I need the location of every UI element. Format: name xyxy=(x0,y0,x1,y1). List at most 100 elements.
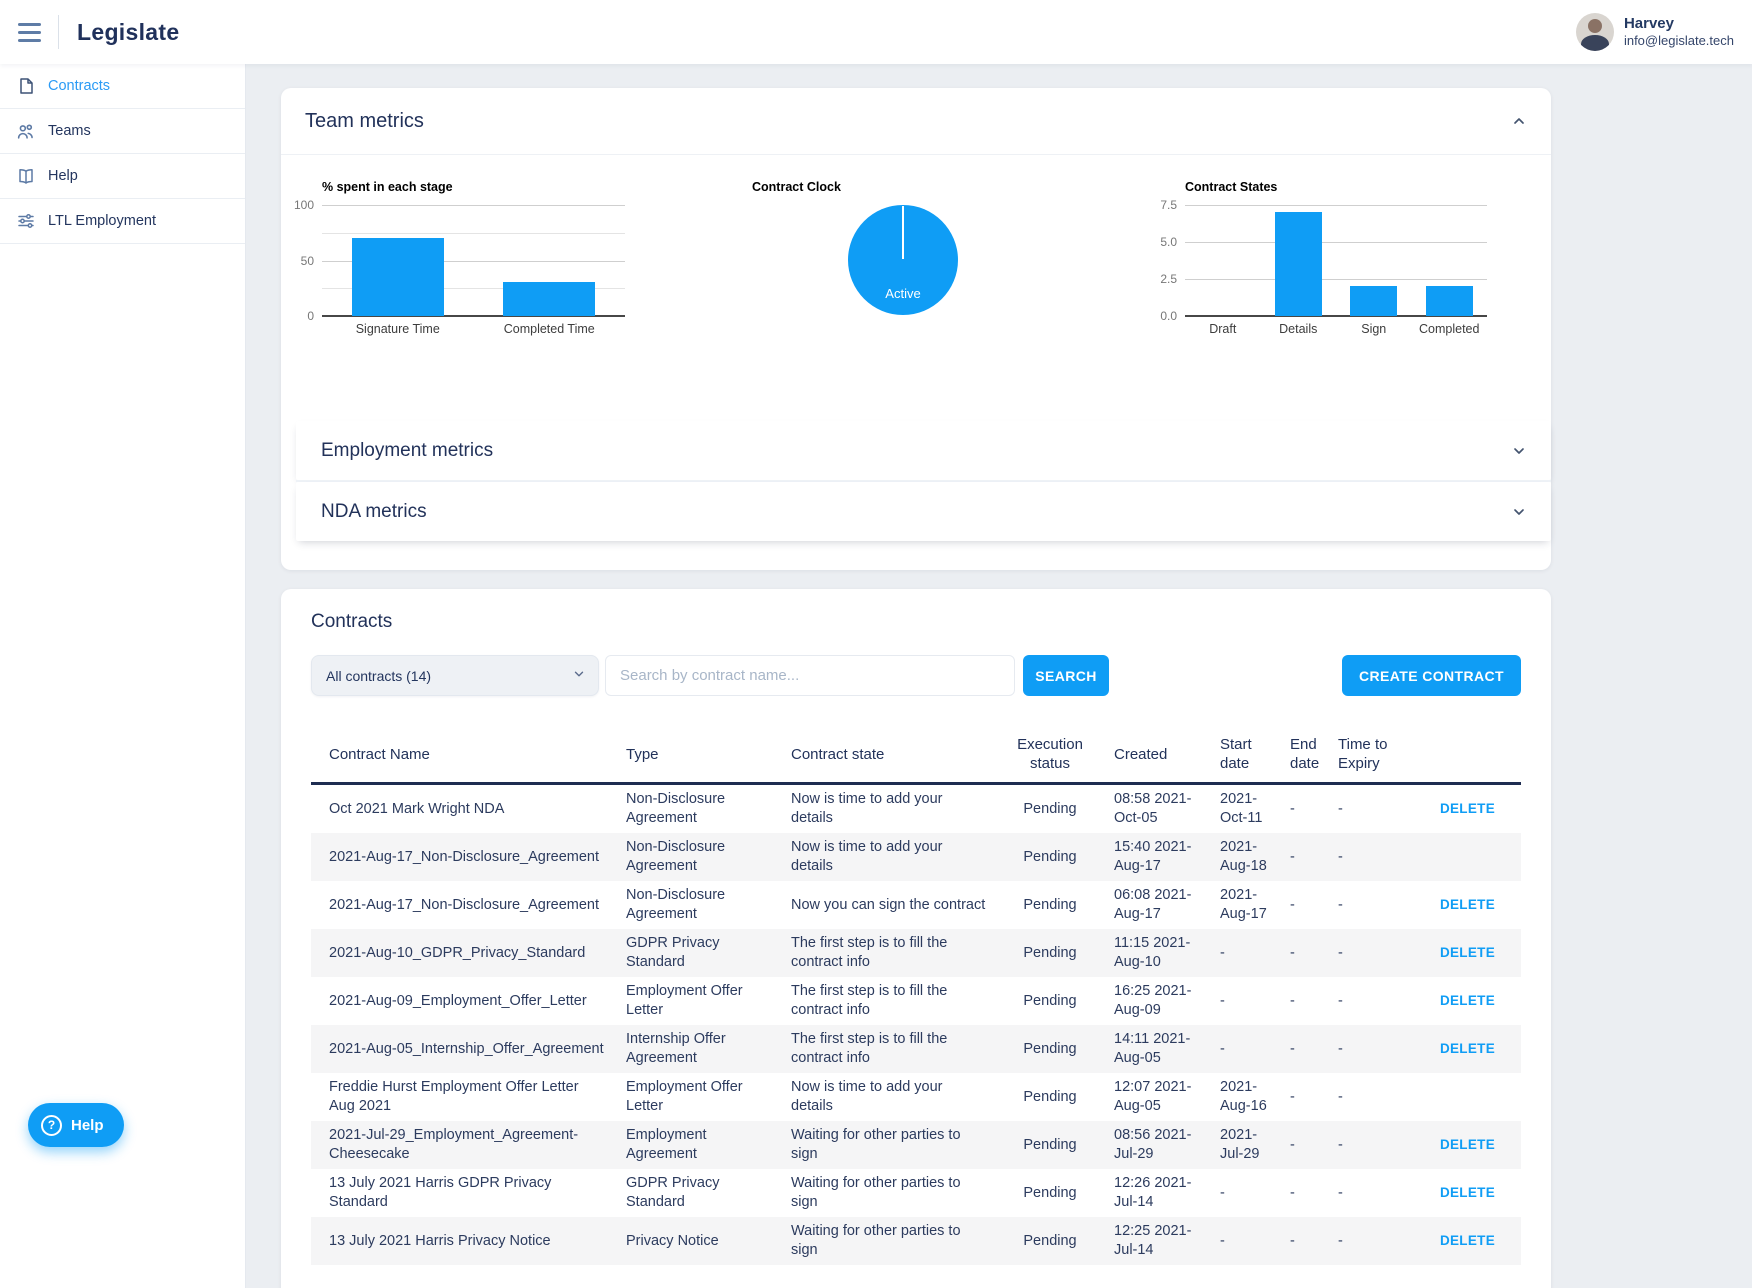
x-axis-label: Details xyxy=(1279,322,1318,336)
search-button[interactable]: SEARCH xyxy=(1023,655,1109,696)
sidebar-item-contracts[interactable]: Contracts xyxy=(0,64,245,109)
book-icon xyxy=(16,167,35,186)
table-row[interactable]: 2021-Aug-05_Internship_Offer_Agreement In… xyxy=(311,1025,1521,1073)
cell-execution-status: Pending xyxy=(1023,848,1077,865)
cell-end-date: - xyxy=(1290,896,1295,913)
sidebar-item-label: Teams xyxy=(48,123,91,139)
cell-contract-name: Freddie Hurst Employment Offer Letter Au… xyxy=(329,1079,579,1114)
x-axis-label: Draft xyxy=(1209,322,1237,336)
cell-time-to-expiry: - xyxy=(1338,1136,1343,1153)
column-header-contract-name: Contract Name xyxy=(311,726,616,785)
sliders-icon xyxy=(16,212,35,231)
table-row[interactable]: 2021-Aug-17_Non-Disclosure_Agreement Non-… xyxy=(311,881,1521,929)
employment-metrics-header[interactable]: Employment metrics xyxy=(296,421,1551,480)
bar xyxy=(503,281,596,316)
people-icon xyxy=(16,122,35,141)
cell-contract-name: 2021-Jul-29_Employment_Agreement-Cheesec… xyxy=(329,1127,579,1162)
pie-slice-label: Active xyxy=(885,286,921,301)
cell-time-to-expiry: - xyxy=(1338,800,1343,817)
y-axis-tick: 2.5 xyxy=(1160,272,1177,286)
delete-button[interactable]: DELETE xyxy=(1439,1185,1495,1200)
table-row[interactable]: 2021-Jul-29_Employment_Agreement-Cheesec… xyxy=(311,1121,1521,1169)
sidebar: Contracts Teams Help LTL Employment xyxy=(0,64,246,1288)
delete-button[interactable]: DELETE xyxy=(1439,945,1495,960)
table-row[interactable]: Freddie Hurst Employment Offer Letter Au… xyxy=(311,1073,1521,1121)
nda-metrics-header[interactable]: NDA metrics xyxy=(296,482,1551,541)
cell-time-to-expiry: - xyxy=(1338,944,1343,961)
create-contract-button[interactable]: CREATE CONTRACT xyxy=(1342,655,1521,696)
y-axis-tick: 0.0 xyxy=(1160,309,1177,323)
table-row[interactable]: 2021-Aug-10_GDPR_Privacy_Standard GDPR Pr… xyxy=(311,929,1521,977)
cell-created: 12:07 2021-Aug-05 xyxy=(1114,1079,1192,1114)
chart-contract-states: Contract States 7.5 5.0 2.5 0.0 Draft Details S… xyxy=(1121,155,1551,421)
delete-button[interactable]: DELETE xyxy=(1439,1233,1495,1248)
cell-start-date: 2021-Aug-16 xyxy=(1220,1079,1267,1114)
team-metrics-header[interactable]: Team metrics xyxy=(281,88,1551,154)
column-header-created: Created xyxy=(1104,726,1210,785)
contracts-table: Contract Name Type Contract state Execution… xyxy=(311,726,1521,1265)
y-axis-tick: 5.0 xyxy=(1160,235,1177,249)
delete-button[interactable]: DELETE xyxy=(1439,801,1495,816)
cell-created: 11:15 2021-Aug-10 xyxy=(1114,935,1191,970)
table-row[interactable]: 13 July 2021 Harris GDPR Privacy Standar… xyxy=(311,1169,1521,1217)
cell-created: 08:58 2021-Oct-05 xyxy=(1114,791,1192,826)
user-avatar[interactable] xyxy=(1575,13,1614,51)
x-axis-label: Completed xyxy=(1419,322,1480,336)
cell-contract-name: 2021-Aug-09_Employment_Offer_Letter xyxy=(329,992,587,1009)
hamburger-menu-icon[interactable] xyxy=(8,12,54,52)
divider xyxy=(296,480,1551,482)
cell-time-to-expiry: - xyxy=(1338,1040,1343,1057)
chevron-down-icon xyxy=(1511,504,1527,520)
table-row[interactable]: 2021-Aug-09_Employment_Offer_Letter Emplo… xyxy=(311,977,1521,1025)
table-row[interactable]: Oct 2021 Mark Wright NDA Non-Disclosure A… xyxy=(311,784,1521,834)
cell-start-date: - xyxy=(1220,1232,1225,1249)
cell-created: 08:56 2021-Jul-29 xyxy=(1114,1127,1192,1162)
cell-start-date: - xyxy=(1220,992,1225,1009)
sidebar-item-help[interactable]: Help xyxy=(0,154,245,199)
sidebar-item-label: LTL Employment xyxy=(48,213,156,229)
table-row[interactable]: 2021-Aug-17_Non-Disclosure_Agreement Non-… xyxy=(311,833,1521,881)
delete-button[interactable]: DELETE xyxy=(1439,897,1495,912)
cell-contract-state: The first step is to fill the contract i… xyxy=(791,1031,948,1066)
cell-start-date: - xyxy=(1220,1184,1225,1201)
search-input[interactable] xyxy=(605,655,1015,696)
gridline xyxy=(322,232,625,234)
cell-execution-status: Pending xyxy=(1023,1088,1077,1105)
cell-execution-status: Pending xyxy=(1023,1136,1077,1153)
cell-actions: DELETE xyxy=(1414,929,1521,977)
nda-metrics-title: NDA metrics xyxy=(321,500,427,522)
sidebar-item-label: Contracts xyxy=(48,78,111,94)
table-row[interactable]: 13 July 2021 Harris Privacy Notice Privac… xyxy=(311,1217,1521,1265)
y-axis-tick: 0 xyxy=(307,309,314,323)
delete-button[interactable]: DELETE xyxy=(1439,1041,1495,1056)
gridline xyxy=(1185,205,1487,206)
contracts-filter-select[interactable]: All contracts (14) xyxy=(311,655,599,696)
delete-button[interactable]: DELETE xyxy=(1439,993,1495,1008)
contracts-controls: All contracts (14) SEARCH CREATE CONTRAC… xyxy=(311,655,1521,696)
delete-button[interactable]: DELETE xyxy=(1439,1137,1495,1152)
cell-actions: DELETE xyxy=(1414,1025,1521,1073)
employment-metrics-title: Employment metrics xyxy=(321,439,494,461)
user-menu[interactable]: Harvey info@legislate.tech xyxy=(1575,13,1752,51)
x-axis-line xyxy=(322,315,625,317)
cell-start-date: - xyxy=(1220,944,1225,961)
chart-title: % spent in each stage xyxy=(322,180,453,194)
sidebar-item-teams[interactable]: Teams xyxy=(0,109,245,154)
help-floating-button[interactable]: ? Help xyxy=(28,1103,124,1147)
cell-contract-state: Now is time to add your details xyxy=(791,791,943,826)
y-axis-tick: 50 xyxy=(300,253,314,268)
cell-contract-name: 2021-Aug-10_GDPR_Privacy_Standard xyxy=(329,944,586,961)
cell-type: Employment Offer Letter xyxy=(626,1079,743,1114)
gridline xyxy=(1185,242,1487,243)
bar xyxy=(1274,212,1322,316)
metrics-accordion: Employment metrics NDA metrics xyxy=(296,421,1551,541)
cell-created: 12:25 2021-Jul-14 xyxy=(1114,1223,1192,1258)
cell-time-to-expiry: - xyxy=(1338,1232,1343,1249)
cell-start-date: - xyxy=(1220,1040,1225,1057)
chart-title: Contract States xyxy=(1185,180,1278,194)
cell-contract-state: Now is time to add your details xyxy=(791,839,943,874)
cell-contract-name: 2021-Aug-17_Non-Disclosure_Agreement xyxy=(329,848,600,865)
topbar: Legislate Harvey info@legislate.tech xyxy=(0,0,1752,64)
sidebar-item-ltl-employment[interactable]: LTL Employment xyxy=(0,199,245,244)
cell-end-date: - xyxy=(1290,992,1295,1009)
